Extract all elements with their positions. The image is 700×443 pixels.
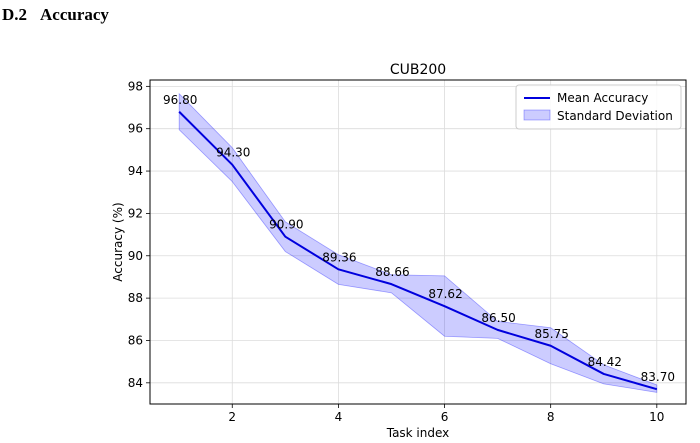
chart-title: CUB200 [390,62,446,78]
grid-lines [150,80,686,404]
y-tick-label: 96 [128,122,143,136]
data-label: 87.62 [428,287,462,301]
y-tick-label: 98 [128,79,143,93]
data-label: 83.70 [641,370,675,384]
data-label: 88.66 [375,265,409,279]
data-label: 96.80 [163,93,197,107]
legend-box [515,84,682,130]
y-tick-label: 86 [128,333,143,347]
data-labels: 96.80 94.30 90.90 89.36 88.66 87.62 86.50 85.75… [163,93,675,384]
x-tick-label: 4 [335,410,343,424]
legend-std-label: Standard Deviation [557,109,673,123]
std-band-layer [178,92,658,393]
x-tick-label: 6 [441,410,449,424]
mean-accuracy-line [178,111,658,391]
y-tick-label: 90 [128,249,143,263]
x-tick-label: 10 [649,410,664,424]
x-tick-label: 2 [228,410,236,424]
axis-ticks: 2 4 6 8 10 84 86 88 90 92 94 96 98 [128,79,665,424]
plot-frame [149,79,687,405]
x-axis-label: Task index [386,426,450,440]
data-label: 94.30 [216,146,250,160]
data-label: 86.50 [481,311,515,325]
y-tick-label: 84 [128,376,143,390]
legend: Mean Accuracy Standard Deviation [515,84,682,130]
y-tick-label: 94 [128,164,143,178]
section-title: Accuracy [40,5,109,24]
mean-line-layer [178,111,658,391]
section-heading: D.2 Accuracy [2,5,109,25]
y-axis-label: Accuracy (%) [111,202,125,281]
y-tick-label: 92 [128,206,143,220]
std-deviation-band [178,92,658,393]
data-label: 84.42 [588,355,622,369]
legend-mean-label: Mean Accuracy [557,91,648,105]
data-label: 89.36 [322,250,356,264]
data-label: 85.75 [534,327,568,341]
x-tick-label: 8 [547,410,555,424]
section-number: D.2 [2,5,28,24]
y-tick-label: 88 [128,291,143,305]
legend-std-swatch [523,109,551,121]
data-label: 90.90 [269,218,303,232]
